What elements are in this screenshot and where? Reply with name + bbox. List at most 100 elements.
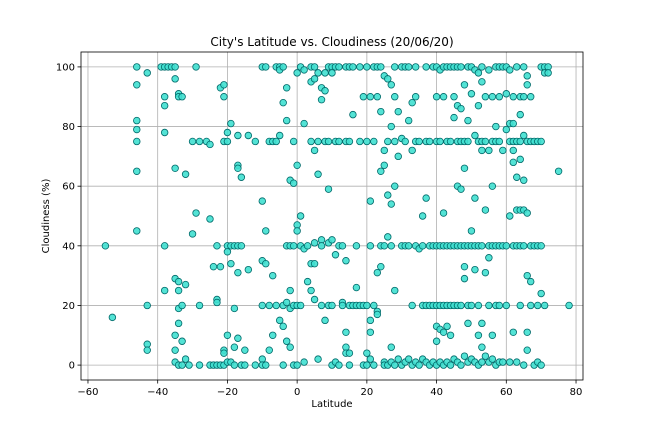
data-point	[331, 251, 340, 259]
data-point	[335, 137, 343, 146]
data-point	[471, 194, 479, 202]
data-point	[216, 262, 225, 271]
data-point	[188, 137, 197, 146]
data-point	[513, 63, 521, 71]
data-point	[478, 63, 486, 71]
data-point	[328, 69, 336, 77]
data-point	[133, 125, 141, 134]
data-point	[391, 137, 399, 146]
data-point	[373, 268, 382, 277]
data-point	[471, 265, 479, 274]
data-point	[527, 277, 535, 286]
data-point	[356, 63, 364, 71]
data-point	[310, 75, 319, 83]
data-point	[537, 242, 545, 250]
data-point	[293, 69, 301, 77]
data-point	[520, 176, 528, 184]
data-point	[307, 137, 315, 146]
data-point	[467, 90, 476, 98]
data-point	[206, 140, 214, 149]
data-point	[310, 239, 319, 247]
data-point	[220, 349, 228, 357]
data-point	[143, 301, 151, 310]
data-point	[513, 358, 521, 366]
data-point	[502, 242, 511, 250]
data-point	[478, 78, 486, 86]
data-point	[439, 209, 448, 217]
data-point	[474, 331, 483, 339]
data-point	[352, 283, 361, 292]
data-point	[450, 113, 458, 122]
data-point	[188, 230, 197, 238]
data-point	[108, 313, 117, 322]
data-point	[370, 301, 378, 310]
x-tick-label: −40	[147, 387, 168, 398]
y-tick-label: 100	[56, 62, 75, 73]
data-point	[338, 242, 347, 250]
data-point	[366, 355, 375, 363]
data-point	[464, 319, 472, 328]
data-point	[133, 137, 141, 146]
data-point	[394, 152, 402, 161]
data-point	[213, 242, 221, 250]
data-point	[234, 164, 242, 172]
y-axis-label: Cloudiness (%)	[41, 179, 52, 254]
data-point	[349, 63, 357, 71]
data-point	[404, 63, 413, 71]
data-point	[279, 361, 287, 369]
data-point	[195, 361, 204, 369]
data-point	[133, 116, 141, 125]
data-point	[356, 137, 364, 146]
data-point	[509, 328, 517, 336]
data-point	[293, 361, 301, 369]
x-axis-label: Latitude	[311, 399, 352, 410]
data-point	[485, 301, 493, 310]
data-point	[289, 137, 298, 146]
y-tick-label: 80	[62, 122, 75, 133]
data-point	[537, 289, 545, 298]
data-point	[394, 355, 402, 363]
data-point	[377, 262, 385, 271]
data-point	[192, 209, 200, 217]
data-point	[506, 358, 514, 366]
data-point	[523, 81, 531, 89]
y-tick-label: 60	[62, 182, 75, 193]
data-point	[457, 185, 465, 193]
data-point	[495, 301, 504, 310]
data-point	[310, 260, 319, 268]
data-point	[418, 242, 427, 250]
data-point	[537, 137, 545, 146]
data-point	[377, 107, 385, 116]
data-point	[478, 343, 486, 351]
data-point	[227, 119, 235, 128]
data-point	[488, 93, 497, 101]
data-point	[457, 361, 465, 369]
y-tick-label: 0	[69, 361, 75, 372]
data-point	[391, 286, 399, 295]
data-point	[359, 93, 368, 101]
data-point	[279, 98, 287, 107]
data-point	[502, 301, 511, 310]
data-point	[446, 137, 455, 146]
data-point	[269, 271, 277, 280]
data-point	[276, 131, 284, 140]
data-point	[509, 93, 517, 101]
data-point	[527, 301, 535, 310]
data-point	[174, 277, 183, 286]
data-point	[171, 164, 179, 172]
data-point	[328, 301, 336, 310]
data-point	[516, 301, 524, 310]
plot-frame	[80, 51, 584, 381]
data-point	[244, 265, 253, 274]
data-point	[387, 200, 395, 208]
data-point	[516, 110, 524, 119]
data-point	[380, 161, 388, 170]
data-point	[380, 146, 388, 155]
data-point	[192, 63, 200, 71]
data-point	[460, 274, 469, 283]
data-point	[345, 349, 354, 357]
data-point	[265, 301, 273, 310]
data-point	[366, 316, 375, 325]
data-points	[101, 63, 573, 369]
data-point	[516, 155, 524, 164]
